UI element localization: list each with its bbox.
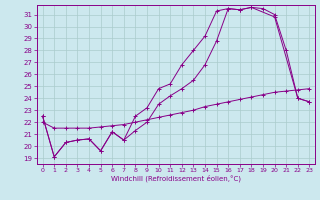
- X-axis label: Windchill (Refroidissement éolien,°C): Windchill (Refroidissement éolien,°C): [111, 175, 241, 182]
